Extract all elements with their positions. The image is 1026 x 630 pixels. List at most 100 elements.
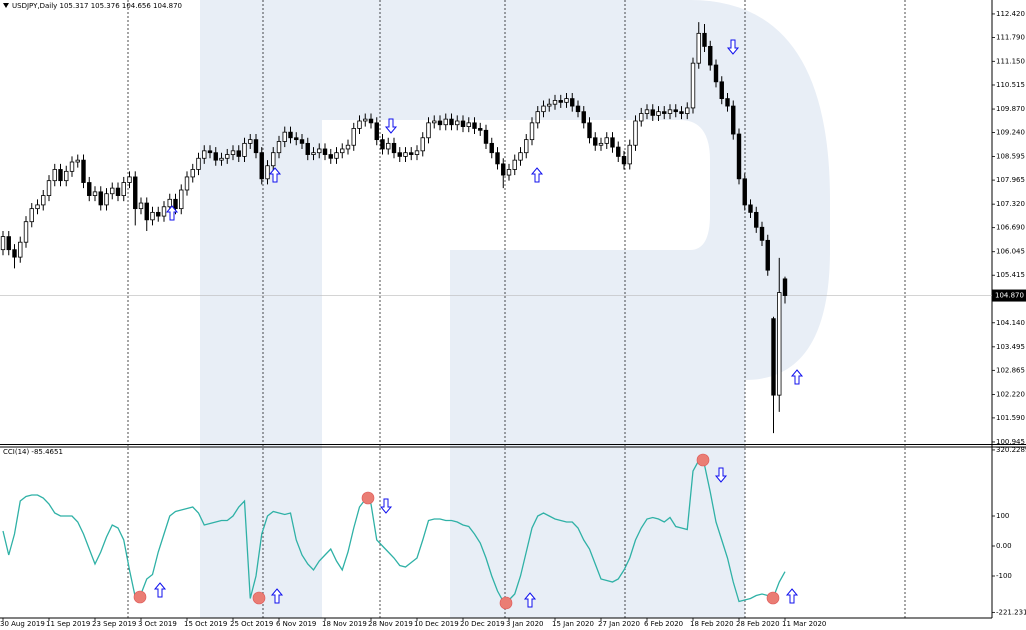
candle-body: [529, 122, 535, 141]
candle-body: [644, 109, 650, 114]
symbol-icon: [3, 3, 9, 8]
candle-body: [512, 159, 517, 170]
y-tick-label: 107.320: [996, 200, 1025, 208]
candle-body: [679, 111, 684, 114]
candle-body: [328, 154, 333, 159]
x-tick-label: 18 Feb 2020: [690, 620, 734, 628]
signal-dot: [252, 591, 266, 605]
y-tick-label: 100: [996, 512, 1009, 520]
signal-dot: [696, 453, 710, 467]
candle-body: [501, 163, 506, 176]
candle-body: [518, 152, 523, 161]
candle-body: [685, 107, 690, 114]
candle-body: [409, 152, 414, 155]
candle-body: [58, 169, 63, 182]
candle-body: [731, 105, 736, 135]
candle-body: [12, 249, 17, 258]
candle-body: [673, 109, 678, 113]
vertical-grid: [127, 0, 906, 618]
y-tick-label: 108.595: [996, 153, 1025, 161]
candle-body: [397, 152, 402, 157]
watermark: [200, 0, 830, 618]
candle-body: [236, 150, 241, 157]
candle-body: [317, 148, 322, 154]
signal-dot: [361, 491, 375, 505]
candle-body: [282, 131, 287, 142]
signal-dot: [133, 590, 147, 604]
x-tick-label: 20 Dec 2019: [460, 620, 505, 628]
candle-body: [472, 122, 477, 129]
candle-body: [156, 211, 161, 217]
candle-body: [161, 206, 167, 217]
last-price-label: 104.870: [995, 292, 1024, 300]
candle-body: [460, 120, 466, 127]
candle-body: [184, 176, 190, 191]
candle-body: [627, 144, 632, 165]
candle-body: [541, 105, 546, 113]
x-tick-label: 23 Sep 2019: [92, 620, 136, 628]
candle-body: [29, 208, 34, 223]
candle-body: [506, 169, 512, 176]
candle-body: [455, 120, 460, 126]
candle-body: [489, 142, 494, 154]
x-tick-label: 28 Feb 2020: [736, 620, 780, 628]
candle-body: [357, 120, 362, 129]
buy-arrow: [154, 582, 166, 598]
candle-body: [271, 152, 276, 167]
last-price-tag: [992, 289, 1026, 302]
x-tick-label: 30 Aug 2019: [0, 620, 45, 628]
candle-body: [110, 187, 115, 195]
x-tick-label: 25 Oct 2019: [230, 620, 273, 628]
candle-body: [443, 118, 448, 126]
candle-body: [219, 157, 224, 161]
x-tick-label: 15 Jan 2020: [552, 620, 594, 628]
candle-body: [98, 191, 103, 206]
candle-body: [483, 129, 489, 144]
candle-body: [6, 236, 11, 251]
candle-body: [225, 154, 230, 159]
candle-body: [190, 169, 195, 178]
candle-body: [702, 32, 707, 47]
candle-body: [598, 142, 604, 146]
candle-body: [575, 105, 581, 113]
candle-body: [173, 198, 178, 210]
candle-body: [587, 122, 592, 139]
candle-body: [52, 169, 57, 182]
candle-body: [334, 152, 339, 159]
y-tick-label: 106.045: [996, 248, 1025, 256]
signal-arrows: [133, 39, 803, 610]
candle-body: [759, 226, 765, 241]
x-tick-label: 3 Oct 2019: [138, 620, 177, 628]
x-tick-label: 6 Nov 2019: [276, 620, 316, 628]
candle-body: [248, 139, 253, 144]
candle-body: [466, 122, 471, 127]
candle-body: [639, 113, 644, 122]
candle-body: [196, 157, 201, 170]
candle-body: [345, 144, 351, 150]
y-tick-label: 109.240: [996, 129, 1025, 137]
candle-body: [374, 122, 379, 141]
candle-body: [115, 187, 121, 196]
candle-body: [426, 122, 431, 139]
chart-title: USDJPY,Daily 105.317 105.376 104.656 104…: [12, 2, 182, 10]
candle-body: [633, 120, 638, 146]
candle-body: [771, 318, 776, 396]
candle-body: [782, 278, 788, 296]
candle-body: [202, 150, 207, 159]
y-tick-label: 102.865: [996, 366, 1025, 374]
y-tick-label: 107.965: [996, 176, 1025, 184]
indicator-title: CCI(14) -85.4651: [3, 448, 63, 456]
buy-arrow: [786, 588, 798, 604]
candle-body: [179, 189, 184, 210]
candle-body: [437, 120, 443, 126]
candle-body: [69, 161, 75, 172]
y-tick-label: 320.2289: [996, 446, 1026, 454]
candle-body: [380, 139, 385, 150]
candle-body: [265, 165, 270, 180]
candle-body: [391, 142, 397, 154]
candle-body: [478, 128, 483, 131]
candle-body: [299, 139, 305, 144]
y-tick-label: 111.150: [996, 57, 1025, 65]
